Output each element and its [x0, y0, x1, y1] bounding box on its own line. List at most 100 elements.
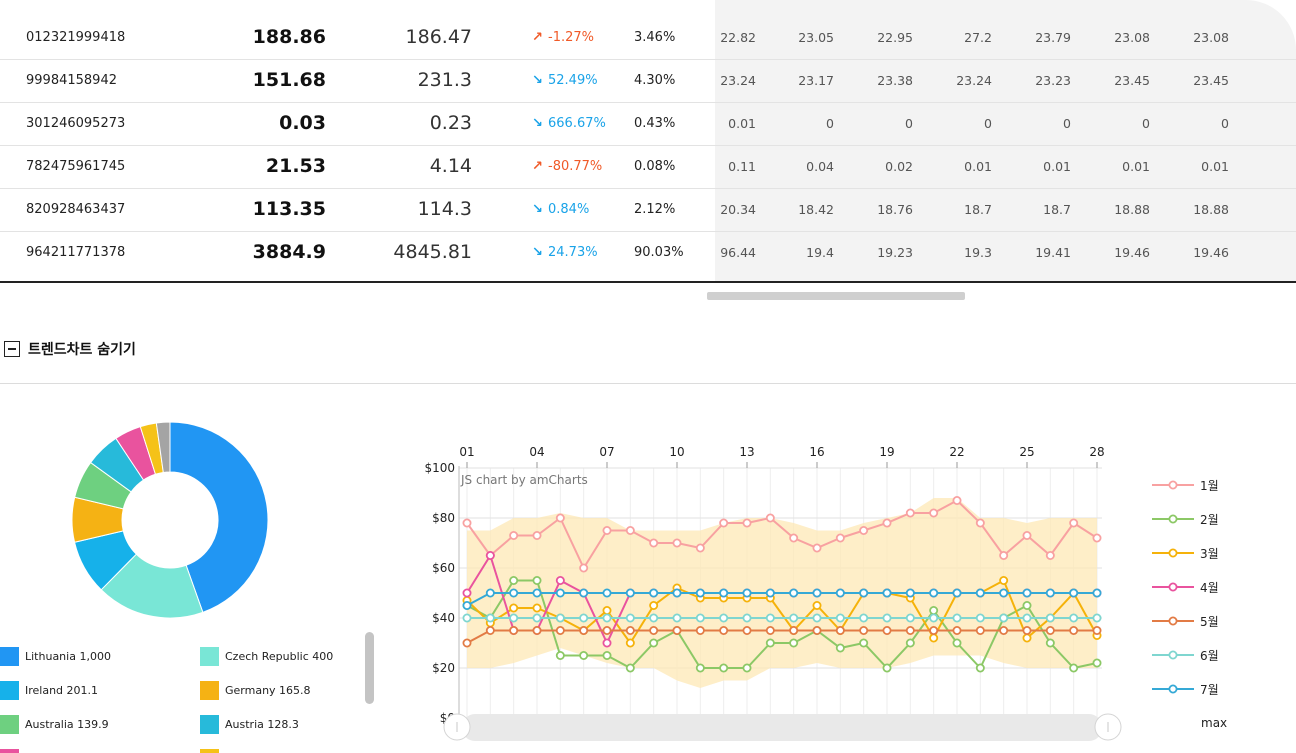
data-point[interactable]	[695, 543, 705, 553]
data-point[interactable]	[905, 638, 915, 648]
data-point[interactable]	[555, 513, 565, 523]
data-point[interactable]	[672, 613, 682, 623]
legend-item[interactable]: Austria 128.3	[200, 714, 299, 734]
line-legend-item[interactable]: 2월	[1150, 509, 1219, 529]
data-point[interactable]	[1045, 625, 1055, 635]
data-point[interactable]	[882, 663, 892, 673]
data-point[interactable]	[789, 613, 799, 623]
data-point[interactable]	[859, 625, 869, 635]
data-point[interactable]	[509, 575, 519, 585]
data-point[interactable]	[509, 531, 519, 541]
data-point[interactable]	[555, 575, 565, 585]
data-point[interactable]	[905, 625, 915, 635]
data-point[interactable]	[789, 638, 799, 648]
data-point[interactable]	[485, 588, 495, 598]
legend-item[interactable]: Germany 165.8	[200, 680, 311, 700]
horizontal-scrollbar[interactable]	[707, 292, 965, 300]
data-point[interactable]	[742, 588, 752, 598]
data-point[interactable]	[555, 613, 565, 623]
data-point[interactable]	[625, 613, 635, 623]
data-point[interactable]	[835, 643, 845, 653]
data-point[interactable]	[929, 588, 939, 598]
data-point[interactable]	[765, 513, 775, 523]
data-point[interactable]	[649, 625, 659, 635]
data-point[interactable]	[1069, 613, 1079, 623]
data-point[interactable]	[719, 625, 729, 635]
data-point[interactable]	[579, 563, 589, 573]
data-point[interactable]	[905, 508, 915, 518]
data-point[interactable]	[905, 613, 915, 623]
data-point[interactable]	[812, 613, 822, 623]
data-point[interactable]	[882, 625, 892, 635]
data-point[interactable]	[625, 663, 635, 673]
data-point[interactable]	[952, 496, 962, 506]
data-point[interactable]	[462, 588, 472, 598]
data-point[interactable]	[999, 588, 1009, 598]
data-point[interactable]	[1022, 531, 1032, 541]
donut-slice[interactable]	[155, 421, 171, 474]
data-point[interactable]	[532, 625, 542, 635]
data-point[interactable]	[485, 613, 495, 623]
data-point[interactable]	[835, 625, 845, 635]
data-point[interactable]	[999, 575, 1009, 585]
data-point[interactable]	[555, 588, 565, 598]
data-point[interactable]	[1045, 638, 1055, 648]
data-point[interactable]	[1092, 625, 1102, 635]
data-point[interactable]	[602, 638, 612, 648]
data-point[interactable]	[812, 588, 822, 598]
data-point[interactable]	[625, 588, 635, 598]
data-point[interactable]	[929, 508, 939, 518]
data-point[interactable]	[882, 588, 892, 598]
data-point[interactable]	[579, 613, 589, 623]
data-point[interactable]	[789, 625, 799, 635]
data-point[interactable]	[695, 625, 705, 635]
data-point[interactable]	[532, 603, 542, 613]
table-row[interactable]: 012321999418 188.86 186.47 ↗ -1.27% 3.46% 22.8…	[0, 16, 1296, 60]
data-point[interactable]	[555, 625, 565, 635]
data-point[interactable]	[625, 625, 635, 635]
data-point[interactable]	[532, 531, 542, 541]
data-point[interactable]	[999, 625, 1009, 635]
data-point[interactable]	[975, 588, 985, 598]
data-point[interactable]	[602, 605, 612, 615]
table-row[interactable]: 820928463437 113.35 114.3 ↘ 0.84% 2.12% 20.34 1…	[0, 188, 1296, 232]
data-point[interactable]	[742, 613, 752, 623]
data-point[interactable]	[602, 613, 612, 623]
line-legend-item[interactable]: 7월	[1150, 679, 1219, 699]
data-point[interactable]	[975, 518, 985, 528]
data-point[interactable]	[835, 588, 845, 598]
data-point[interactable]	[812, 600, 822, 610]
data-point[interactable]	[789, 533, 799, 543]
legend-item[interactable]: Czech Republic 400	[200, 646, 333, 666]
data-point[interactable]	[859, 638, 869, 648]
data-point[interactable]	[929, 605, 939, 615]
line-legend-item[interactable]: 5월	[1150, 611, 1219, 631]
data-point[interactable]	[672, 538, 682, 548]
data-point[interactable]	[719, 518, 729, 528]
data-point[interactable]	[765, 588, 775, 598]
legend-item[interactable]	[200, 748, 225, 753]
legend-item[interactable]: Lithuania 1,000	[0, 646, 111, 666]
data-point[interactable]	[1022, 625, 1032, 635]
data-point[interactable]	[1022, 613, 1032, 623]
data-point[interactable]	[1092, 613, 1102, 623]
data-point[interactable]	[789, 588, 799, 598]
data-point[interactable]	[649, 613, 659, 623]
data-point[interactable]	[625, 526, 635, 536]
data-point[interactable]	[859, 526, 869, 536]
legend-item[interactable]	[0, 748, 25, 753]
data-point[interactable]	[602, 625, 612, 635]
data-point[interactable]	[835, 533, 845, 543]
data-point[interactable]	[1022, 588, 1032, 598]
line-legend-item[interactable]: 6월	[1150, 645, 1219, 665]
data-point[interactable]	[1069, 518, 1079, 528]
data-point[interactable]	[719, 663, 729, 673]
data-point[interactable]	[835, 613, 845, 623]
data-point[interactable]	[1045, 551, 1055, 561]
data-point[interactable]	[1022, 600, 1032, 610]
data-point[interactable]	[555, 650, 565, 660]
data-point[interactable]	[1092, 588, 1102, 598]
data-point[interactable]	[929, 625, 939, 635]
donut-slice[interactable]	[169, 421, 269, 613]
data-point[interactable]	[952, 625, 962, 635]
